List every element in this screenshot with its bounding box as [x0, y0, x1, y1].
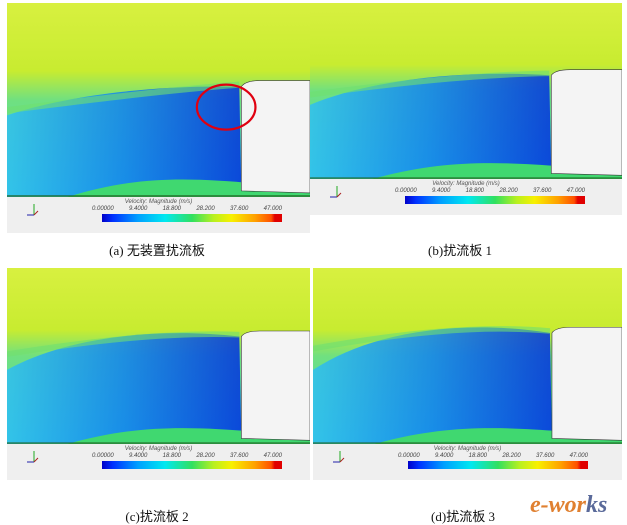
- colorbar-tick: 9.4000: [129, 206, 148, 212]
- colorbar-tick: 47.000: [263, 453, 282, 459]
- colorbar-tick: 28.200: [499, 188, 518, 194]
- highlight-circle: [195, 83, 257, 131]
- colorbar-title: Velocity: Magnitude (m/s): [432, 181, 500, 187]
- vehicle-body: [241, 330, 310, 441]
- colorbar-tick: 28.200: [196, 453, 215, 459]
- contour-panel-d: Velocity: Magnitude (m/s) 0.00000 9.4000 1…: [313, 268, 622, 480]
- colorbar-tick: 18.800: [162, 453, 182, 459]
- contour-panel-b: Velocity: Magnitude (m/s) 0.00000 9.4000 1…: [310, 3, 622, 215]
- colorbar-tick: 0.00000: [395, 188, 417, 194]
- colorbar-legend: Velocity: Magnitude (m/s) 0.00000 9.4000 1…: [313, 444, 622, 480]
- colorbar: [102, 214, 282, 222]
- subfigure-caption: (a) 无装置扰流板: [109, 243, 205, 258]
- subfigure-caption: (b)扰流板 1: [428, 243, 492, 258]
- colorbar-tick: 37.600: [535, 453, 555, 459]
- colorbar-title: Velocity: Magnitude (m/s): [124, 199, 193, 205]
- colorbar: [102, 461, 282, 469]
- colorbar-tick: 28.200: [502, 453, 521, 459]
- axis-triad-icon: [330, 186, 342, 198]
- axis-triad-icon: [27, 204, 39, 216]
- contour-panel-a: Velocity: Magnitude (m/s) 0.00000 9.4000 1…: [7, 3, 310, 233]
- colorbar-tick: 0.00000: [92, 453, 114, 459]
- wake-region: [310, 73, 552, 179]
- colorbar-tick: 18.800: [465, 188, 485, 194]
- velocity-contour-plot: [313, 268, 622, 444]
- high-velocity-band: [313, 326, 551, 352]
- colorbar-tick: 18.800: [162, 206, 182, 212]
- colorbar-tick: 47.000: [566, 188, 585, 194]
- colorbar: [408, 461, 588, 469]
- colorbar-tick: 0.00000: [92, 206, 114, 212]
- axis-triad-icon: [333, 451, 345, 463]
- subfigure-caption: (d)扰流板 3: [431, 509, 495, 524]
- colorbar-tick: 9.4000: [129, 453, 148, 459]
- colorbar-tick: 9.4000: [435, 453, 454, 459]
- velocity-contour-plot: [7, 3, 310, 197]
- colorbar-title: Velocity: Magnitude (m/s): [124, 446, 193, 452]
- colorbar-legend: Velocity: Magnitude (m/s) 0.00000 9.4000 1…: [7, 444, 310, 480]
- colorbar-title: Velocity: Magnitude (m/s): [433, 446, 502, 452]
- colorbar-tick: 37.600: [229, 206, 249, 212]
- colorbar-tick: 47.000: [569, 453, 588, 459]
- colorbar-legend: Velocity: Magnitude (m/s) 0.00000 9.4000 1…: [310, 179, 622, 215]
- colorbar-tick: 28.200: [196, 206, 215, 212]
- vehicle-body: [241, 80, 310, 194]
- high-velocity-band: [310, 70, 550, 98]
- velocity-contour-plot: [310, 3, 622, 179]
- velocity-contour-plot: [7, 268, 310, 444]
- wake-region: [313, 327, 552, 444]
- colorbar-legend: Velocity: Magnitude (m/s) 0.00000 9.4000 1…: [7, 197, 310, 233]
- colorbar-tick: 47.000: [263, 206, 282, 212]
- wake-region: [7, 86, 242, 197]
- subfigure-caption: (c)扰流板 2: [125, 509, 189, 524]
- high-velocity-band: [7, 331, 240, 357]
- vehicle-body: [550, 69, 622, 176]
- axis-triad-icon: [27, 451, 39, 463]
- colorbar-tick: 9.4000: [432, 188, 451, 194]
- contour-panel-c: Velocity: Magnitude (m/s) 0.00000 9.4000 1…: [7, 268, 310, 480]
- colorbar-tick: 37.600: [229, 453, 249, 459]
- colorbar-tick: 18.800: [468, 453, 488, 459]
- e-works-watermark: e-works: [530, 492, 608, 518]
- colorbar-tick: 0.00000: [398, 453, 420, 459]
- vehicle-body: [551, 327, 622, 441]
- wake-region: [7, 333, 242, 444]
- colorbar-tick: 37.600: [532, 188, 552, 194]
- colorbar: [405, 196, 585, 204]
